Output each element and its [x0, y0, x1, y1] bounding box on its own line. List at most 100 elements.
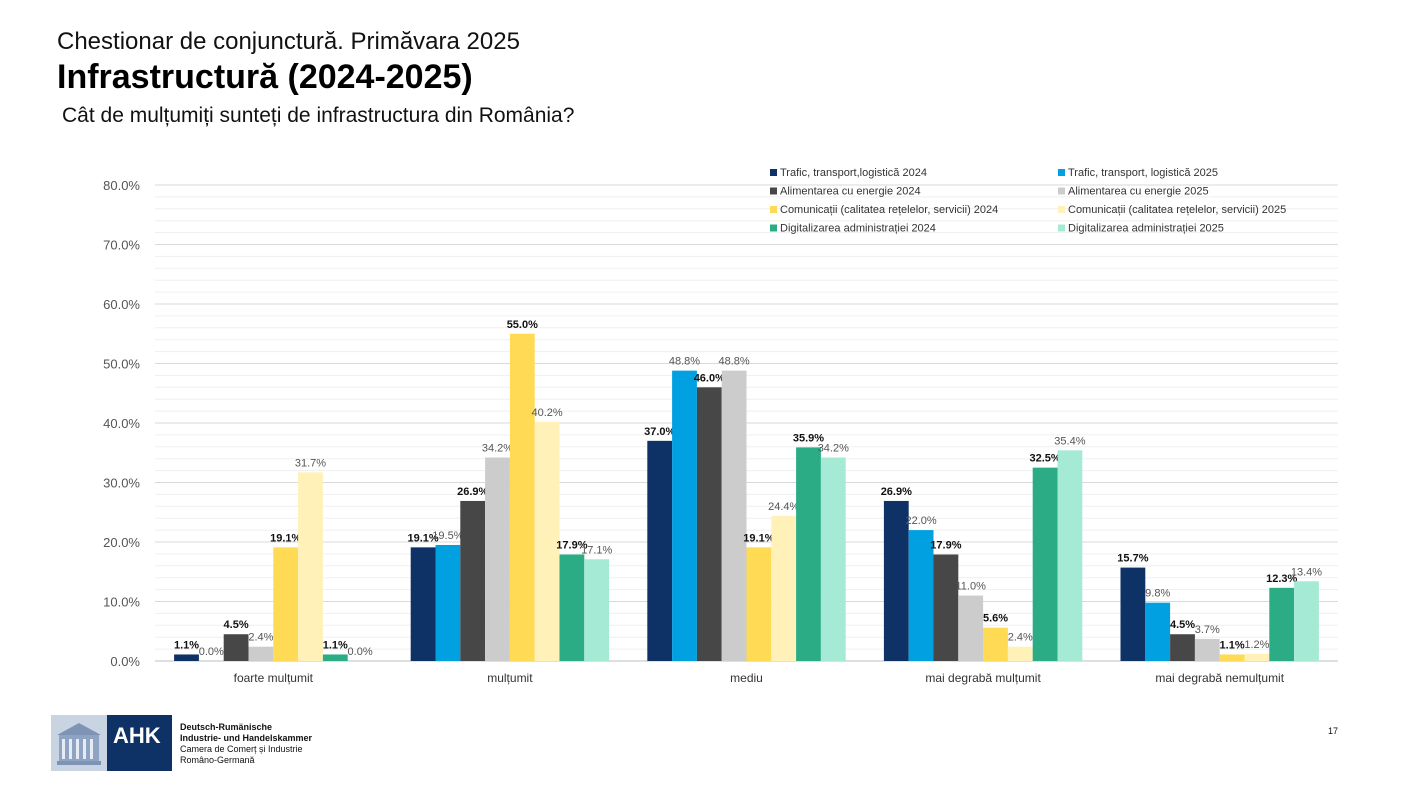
y-tick-label: 20.0% [103, 535, 140, 550]
bar [796, 447, 821, 661]
data-label: 1.1% [174, 639, 199, 651]
bar [883, 500, 909, 661]
data-label: 19.1% [270, 532, 301, 544]
legend-swatch [1058, 187, 1065, 195]
bar [584, 559, 610, 661]
data-label: 2.4% [248, 632, 273, 644]
legend-swatch [1058, 206, 1065, 213]
legend-label: Comunicații (calitatea rețelelor, servic… [780, 204, 998, 216]
bar [696, 387, 722, 661]
data-label: 3.7% [1195, 624, 1220, 636]
data-label: 32.5% [1029, 453, 1060, 465]
y-tick-label: 0.0% [110, 654, 140, 669]
y-tick-label: 50.0% [103, 357, 140, 372]
bar [933, 554, 959, 661]
data-label: 17.9% [556, 539, 587, 551]
bar [1007, 646, 1033, 661]
bar [1032, 467, 1058, 661]
legend-swatch [1058, 169, 1065, 176]
bar [534, 421, 560, 661]
y-tick-label: 40.0% [103, 416, 140, 431]
bar [273, 547, 299, 661]
bar [647, 440, 673, 661]
data-label: 46.0% [694, 372, 725, 384]
bar [1219, 654, 1245, 661]
data-label: 12.3% [1266, 573, 1297, 585]
org-line: Deutsch-Rumänische [180, 722, 273, 732]
bar [983, 627, 1008, 661]
data-label: 4.5% [224, 619, 249, 631]
chart-question: Cât de mulțumiți sunteți de infrastructu… [62, 104, 575, 127]
bar [721, 370, 747, 661]
bar [485, 457, 510, 661]
data-label: 40.2% [531, 407, 562, 419]
legend-label: Alimentarea cu energie 2024 [780, 186, 921, 198]
bar [298, 472, 323, 661]
data-label: 19.1% [407, 532, 438, 544]
data-label: 34.2% [482, 443, 513, 455]
data-label: 31.7% [295, 457, 326, 469]
org-line: Româno-Germană [180, 755, 255, 765]
bar [1057, 450, 1083, 661]
bar [410, 547, 436, 661]
bar [1170, 634, 1195, 661]
data-label: 11.0% [956, 581, 987, 593]
data-label: 17.1% [581, 544, 612, 556]
organization-name: Deutsch-Rumänische Industrie- und Handel… [180, 722, 312, 766]
x-category-label: mediu [730, 671, 763, 685]
bar [1294, 581, 1319, 661]
legend-swatch [770, 187, 777, 195]
slide-title: Infrastructură (2024-2025) [57, 58, 473, 96]
data-label: 1.2% [1244, 639, 1269, 651]
bar [672, 370, 697, 661]
bar [1244, 653, 1270, 661]
logo-abbreviation: AHK [113, 723, 161, 748]
data-label: 37.0% [644, 426, 675, 438]
bar [223, 634, 249, 661]
y-tick-label: 30.0% [103, 476, 140, 491]
bar [746, 547, 772, 661]
y-tick-label: 80.0% [103, 178, 140, 193]
data-label: 0.0% [348, 646, 373, 658]
data-label: 48.8% [718, 356, 749, 368]
org-line: Industrie- und Handelskammer [180, 733, 313, 743]
data-label: 19.5% [432, 530, 463, 542]
bar [1120, 567, 1146, 661]
data-label: 19.1% [743, 532, 774, 544]
legend-label: Comunicații (calitatea rețelelor, servic… [1068, 204, 1286, 216]
data-label: 35.9% [793, 432, 824, 444]
y-tick-label: 10.0% [103, 595, 140, 610]
y-tick-label: 70.0% [103, 238, 140, 253]
data-label: 17.9% [930, 539, 961, 551]
data-label: 26.9% [457, 486, 488, 498]
data-label: 24.4% [768, 501, 799, 513]
bar [771, 515, 797, 661]
data-label: 15.7% [1117, 553, 1148, 565]
data-label: 4.5% [1170, 619, 1195, 631]
bar [248, 646, 274, 661]
slide-kicker: Chestionar de conjunctură. Primăvara 202… [57, 28, 520, 55]
bar [559, 554, 585, 661]
legend-label: Digitalizarea administrației 2025 [1068, 223, 1224, 235]
legend-label: Alimentarea cu energie 2025 [1068, 186, 1209, 198]
bar [509, 333, 535, 661]
data-label: 48.8% [669, 356, 700, 368]
data-label: 9.8% [1145, 588, 1170, 600]
x-category-label: foarte mulțumit [234, 671, 314, 685]
data-label: 35.4% [1054, 435, 1085, 447]
data-label: 34.2% [818, 443, 849, 455]
page-number: 17 [1328, 726, 1339, 736]
building-emblem-icon [51, 715, 107, 771]
data-label: 5.6% [983, 613, 1008, 625]
data-label: 1.1% [1220, 639, 1245, 651]
ahk-logo: AHK [51, 715, 172, 771]
legend-swatch [770, 206, 777, 213]
bar [322, 654, 348, 661]
bar [1269, 587, 1295, 661]
data-label: 1.1% [323, 639, 348, 651]
bar [435, 544, 461, 661]
bar [908, 530, 934, 661]
legend-label: Digitalizarea administrației 2024 [780, 223, 936, 235]
legend-swatch [770, 224, 777, 232]
x-category-label: mai degrabă mulțumit [925, 671, 1041, 685]
